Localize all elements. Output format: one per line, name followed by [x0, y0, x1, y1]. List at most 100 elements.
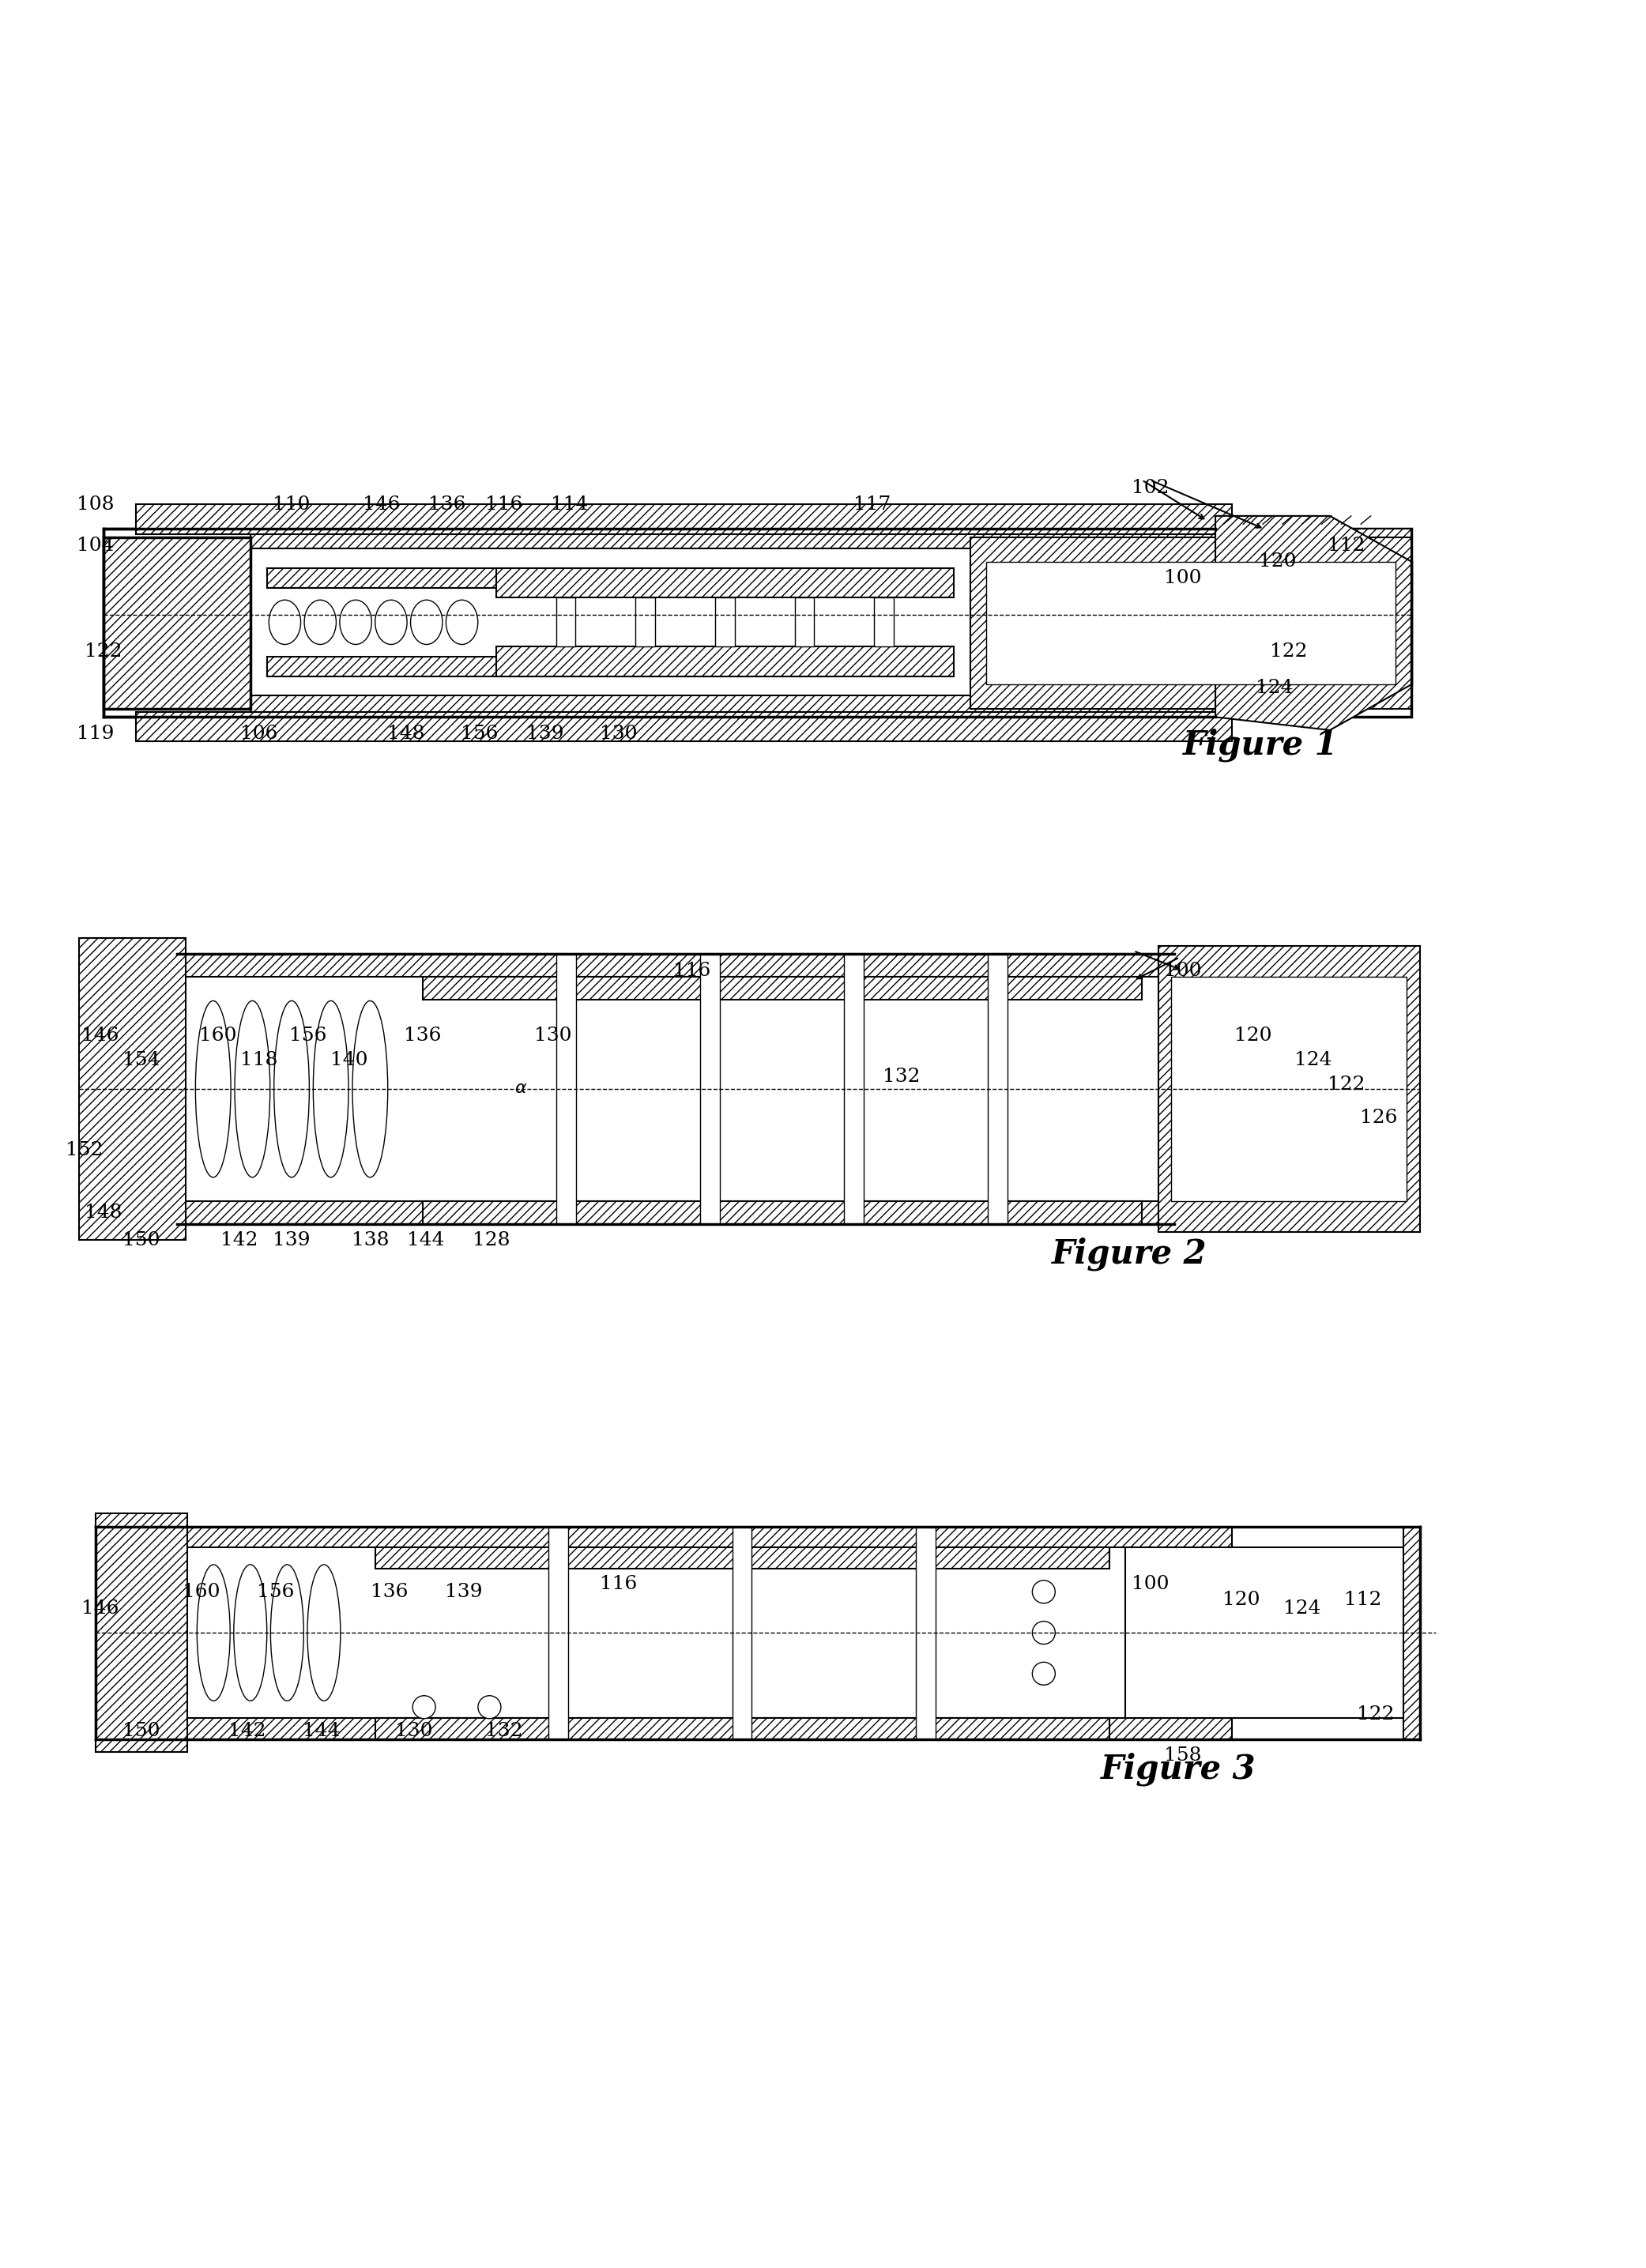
Text: 136: 136 [403, 1027, 441, 1046]
Bar [701, 955, 719, 1225]
Bar [267, 569, 839, 587]
Text: 150: 150 [122, 1232, 160, 1250]
Bar [874, 599, 894, 646]
Text: 144: 144 [303, 1721, 339, 1740]
Text: 116: 116 [486, 494, 523, 513]
Text: 112: 112 [1327, 535, 1365, 553]
Text: 122: 122 [86, 642, 122, 660]
Bar [1404, 1526, 1420, 1740]
Bar [548, 1526, 568, 1740]
Text: 100: 100 [1131, 1574, 1169, 1592]
Bar [988, 955, 1007, 1225]
Text: 132: 132 [882, 1068, 920, 1086]
Bar [795, 599, 815, 646]
Text: 110: 110 [273, 494, 311, 513]
Text: 130: 130 [599, 723, 637, 742]
Bar [1126, 1547, 1420, 1717]
Text: 118: 118 [240, 1052, 278, 1070]
Text: 142: 142 [229, 1721, 267, 1740]
Text: 152: 152 [66, 1141, 102, 1159]
Bar [732, 1526, 752, 1740]
Text: 138: 138 [351, 1232, 388, 1250]
Bar [986, 562, 1396, 685]
Text: Figure 1: Figure 1 [1183, 728, 1338, 762]
Bar [495, 569, 953, 599]
Bar [178, 955, 1190, 978]
Bar [186, 1717, 1231, 1740]
Polygon shape [1215, 515, 1412, 730]
Text: 154: 154 [122, 1052, 160, 1070]
Bar [375, 1547, 1109, 1569]
Text: 156: 156 [461, 723, 499, 742]
Text: 130: 130 [395, 1721, 433, 1740]
Bar [844, 955, 864, 1225]
Bar [423, 978, 1142, 1000]
Text: 130: 130 [535, 1027, 573, 1046]
Text: 160: 160 [199, 1027, 237, 1046]
Text: 117: 117 [853, 494, 890, 513]
Circle shape [413, 1696, 436, 1719]
Text: 116: 116 [599, 1574, 637, 1592]
Bar [556, 955, 576, 1225]
Text: 116: 116 [673, 962, 711, 980]
Text: 100: 100 [1164, 962, 1202, 980]
Text: 156: 156 [290, 1027, 328, 1046]
Bar [95, 1513, 188, 1753]
Text: 139: 139 [444, 1583, 482, 1601]
Bar [250, 696, 1248, 714]
Bar [178, 1202, 1190, 1225]
Bar [250, 528, 1412, 549]
Text: 146: 146 [362, 494, 400, 513]
Text: 146: 146 [82, 1599, 119, 1617]
Text: 139: 139 [527, 723, 565, 742]
Bar [137, 503, 1231, 533]
Circle shape [1032, 1581, 1055, 1603]
Circle shape [1032, 1622, 1055, 1644]
Text: 150: 150 [122, 1721, 160, 1740]
Text: 136: 136 [370, 1583, 408, 1601]
Bar [969, 538, 1412, 710]
Text: 122: 122 [1271, 642, 1309, 660]
Bar [556, 599, 576, 646]
Bar [714, 599, 734, 646]
Bar [375, 1717, 1109, 1740]
Text: 120: 120 [1234, 1027, 1272, 1046]
Text: Figure 2: Figure 2 [1052, 1236, 1207, 1270]
Circle shape [477, 1696, 500, 1719]
Text: 114: 114 [551, 494, 588, 513]
Text: 160: 160 [183, 1583, 221, 1601]
Bar [104, 538, 250, 710]
Text: 120: 120 [1259, 553, 1297, 572]
Text: 148: 148 [387, 723, 425, 742]
Bar [137, 712, 1231, 742]
Text: 126: 126 [1360, 1109, 1397, 1127]
Text: 119: 119 [77, 723, 114, 742]
Text: 122: 122 [1356, 1706, 1394, 1724]
Circle shape [1032, 1662, 1055, 1685]
Text: 120: 120 [1223, 1590, 1261, 1608]
Text: 124: 124 [1256, 678, 1294, 696]
Bar [1172, 978, 1407, 1202]
Text: 140: 140 [331, 1052, 367, 1070]
Text: 158: 158 [1164, 1746, 1202, 1765]
Text: 148: 148 [86, 1204, 122, 1222]
Bar [267, 655, 839, 676]
Bar [79, 937, 186, 1241]
Bar [915, 1526, 935, 1740]
Text: Figure 3: Figure 3 [1101, 1753, 1256, 1785]
Bar [635, 599, 655, 646]
Text: 100: 100 [1164, 569, 1202, 587]
Text: 156: 156 [257, 1583, 295, 1601]
Text: 139: 139 [273, 1232, 311, 1250]
Text: 136: 136 [428, 494, 466, 513]
Text: 144: 144 [407, 1232, 444, 1250]
Text: 108: 108 [77, 494, 114, 513]
Bar [1159, 946, 1420, 1232]
Text: 128: 128 [472, 1232, 510, 1250]
Text: 112: 112 [1343, 1590, 1381, 1608]
Text: 124: 124 [1284, 1599, 1320, 1617]
Text: 106: 106 [240, 723, 278, 742]
Text: 142: 142 [221, 1232, 258, 1250]
Text: 122: 122 [1327, 1075, 1365, 1093]
Text: 104: 104 [77, 535, 114, 553]
